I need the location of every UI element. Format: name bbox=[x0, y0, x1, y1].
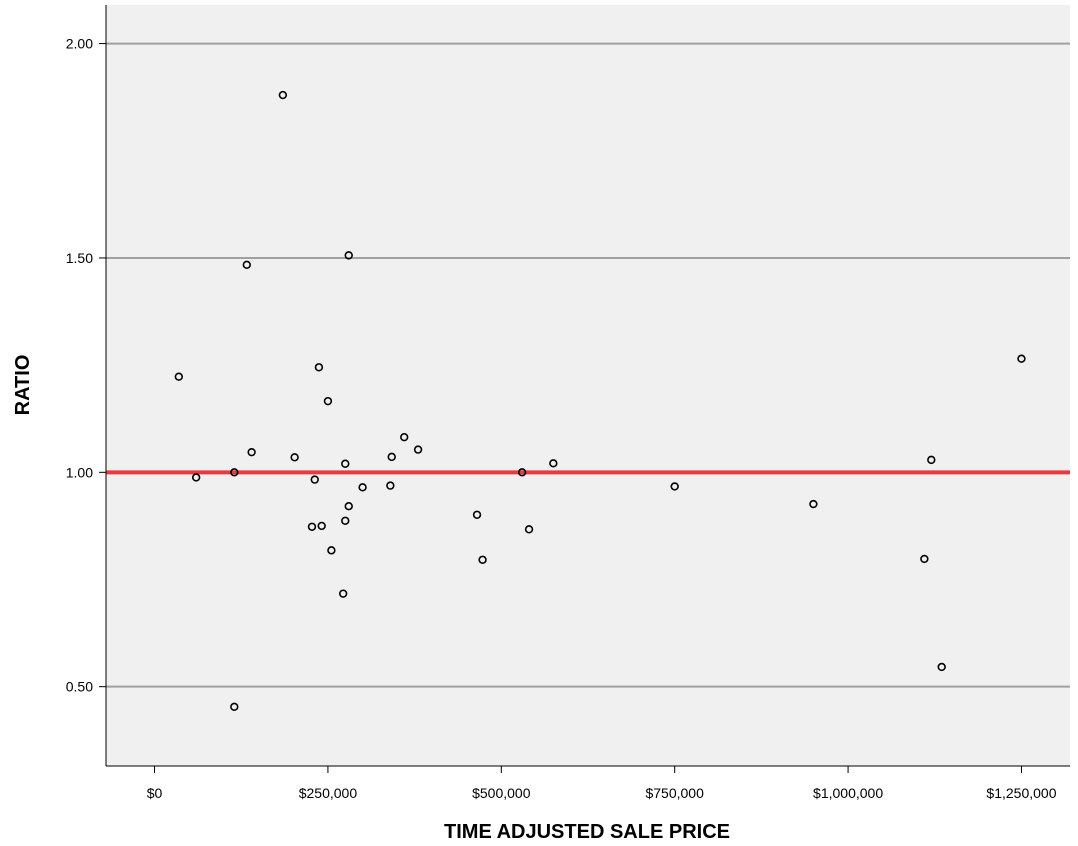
data-point bbox=[317, 521, 326, 531]
data-point bbox=[344, 501, 353, 511]
data-point bbox=[341, 459, 350, 468]
axes bbox=[105, 5, 1070, 767]
x-tick-label: $0 bbox=[147, 785, 163, 801]
grid-lines bbox=[106, 42, 1070, 688]
data-point bbox=[314, 363, 324, 372]
data-point bbox=[472, 510, 482, 519]
data-point bbox=[937, 662, 946, 672]
y-axis-title: RATIO bbox=[12, 355, 34, 416]
data-point bbox=[524, 525, 534, 534]
data-point bbox=[290, 453, 299, 462]
data-point bbox=[920, 554, 929, 564]
y-tick-label: 1.00 bbox=[66, 464, 93, 480]
data-point bbox=[230, 468, 239, 477]
data-point bbox=[386, 481, 395, 490]
data-point bbox=[670, 482, 679, 491]
data-point bbox=[338, 589, 348, 598]
data-points bbox=[174, 90, 1026, 712]
y-tick-label: 1.50 bbox=[66, 250, 93, 266]
data-point bbox=[387, 452, 396, 462]
data-point bbox=[247, 447, 256, 457]
data-point bbox=[413, 445, 423, 454]
data-point bbox=[278, 90, 288, 100]
data-point bbox=[400, 432, 409, 442]
data-point bbox=[358, 483, 367, 492]
data-point bbox=[230, 702, 239, 712]
data-point bbox=[517, 468, 527, 477]
data-point bbox=[344, 251, 353, 260]
x-tick-label: $1,250,000 bbox=[986, 785, 1056, 801]
x-tick-label: $250,000 bbox=[299, 785, 358, 801]
x-axis-ticks: $0 $250,000 $500,000 $750,000 $1,000,000 $1,2… bbox=[147, 766, 1057, 801]
data-point bbox=[327, 546, 336, 555]
data-point bbox=[549, 459, 558, 468]
data-point bbox=[341, 516, 350, 525]
data-point bbox=[242, 260, 251, 270]
plot-area bbox=[106, 5, 1070, 766]
y-axis-ticks: 0.50 1.00 1.50 2.00 bbox=[66, 36, 106, 695]
y-tick-label: 2.00 bbox=[66, 36, 93, 52]
data-point bbox=[478, 555, 487, 564]
data-point bbox=[191, 473, 201, 482]
x-tick-label: $500,000 bbox=[472, 785, 531, 801]
data-point bbox=[809, 499, 818, 509]
x-axis-title: TIME ADJUSTED SALE PRICE bbox=[444, 821, 730, 843]
x-tick-label: $1,000,000 bbox=[813, 785, 883, 801]
data-point bbox=[927, 455, 936, 465]
data-point bbox=[307, 522, 317, 531]
data-point bbox=[174, 372, 184, 381]
data-point bbox=[1017, 354, 1026, 363]
x-tick-label: $750,000 bbox=[645, 785, 704, 801]
data-point bbox=[310, 475, 319, 484]
data-point bbox=[323, 396, 333, 406]
y-tick-label: 0.50 bbox=[66, 679, 93, 695]
